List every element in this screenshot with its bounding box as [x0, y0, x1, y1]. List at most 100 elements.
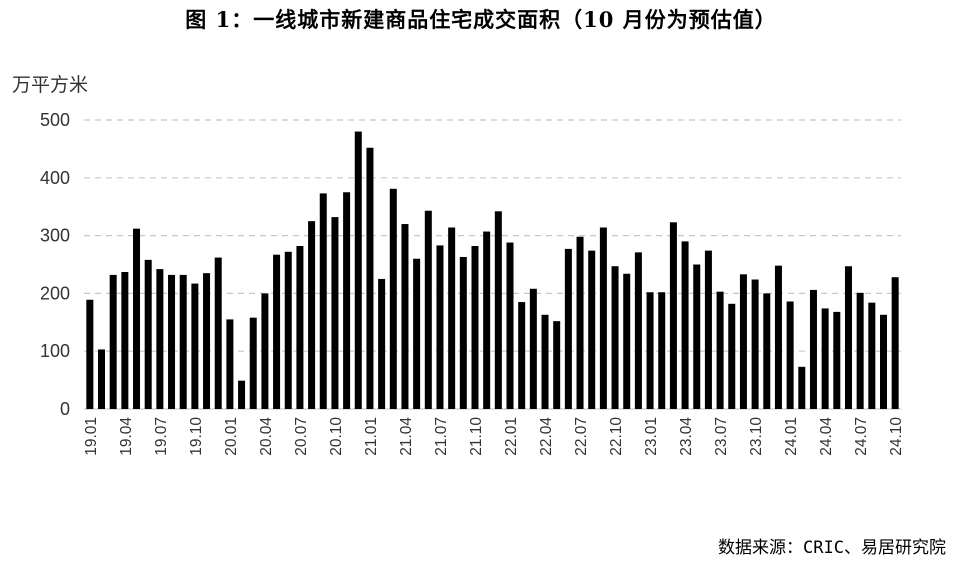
bar-21.12 — [494, 211, 502, 409]
bar-21.07 — [436, 245, 444, 409]
data-source-note: 数据来源：CRIC、易居研究院 — [718, 538, 946, 558]
x-tick-label: 24.01 — [783, 417, 800, 456]
bar-24.08 — [868, 302, 876, 409]
x-tick-label: 20.10 — [328, 417, 345, 456]
x-tick-labels: 19.01 19.04 19.07 19.10 20.01 20.04 20.07 20.10… — [83, 417, 905, 456]
y-tick-label: 300 — [40, 226, 70, 246]
bar-23.10 — [751, 279, 759, 409]
bar-20.04 — [261, 293, 269, 409]
bar-23.01 — [646, 292, 654, 409]
bar-21.11 — [483, 231, 491, 409]
bar-23.05 — [693, 264, 701, 409]
x-tick-label: 21.04 — [398, 417, 415, 456]
x-tick-label: 23.07 — [713, 417, 730, 456]
bar-20.03 — [249, 317, 257, 409]
x-tick-label: 19.01 — [83, 417, 100, 456]
bar-20.10 — [331, 217, 339, 409]
bar-20.11 — [343, 192, 351, 409]
bar-22.11 — [623, 273, 631, 409]
bar-19.08 — [168, 274, 176, 409]
bar-19.11 — [203, 273, 211, 409]
x-tick-label: 19.04 — [118, 417, 135, 456]
y-tick-labels: 0 100 200 300 400 500 — [40, 110, 70, 419]
x-tick-label: 22.07 — [573, 417, 590, 456]
bar-21.04 — [401, 224, 409, 409]
bar-23.08 — [728, 303, 736, 409]
y-tick-label: 100 — [40, 341, 70, 361]
bar-24.07 — [856, 292, 864, 409]
x-tick-label: 20.04 — [258, 417, 275, 456]
bar-24.04 — [821, 308, 829, 409]
bar-22.03 — [529, 288, 537, 409]
bar-22.05 — [553, 321, 561, 409]
bar-22.08 — [588, 250, 596, 409]
bar-21.05 — [413, 258, 421, 409]
bar-22.04 — [541, 314, 549, 409]
bar-24.02 — [798, 366, 806, 409]
x-tick-label: 20.01 — [223, 417, 240, 456]
bar-24.05 — [833, 311, 841, 409]
bar-19.07 — [156, 269, 164, 409]
bar-19.03 — [109, 274, 117, 409]
bar-22.01 — [506, 242, 514, 409]
x-tick-label: 22.10 — [608, 417, 625, 456]
bar-21.03 — [389, 188, 397, 409]
bar-24.10 — [891, 277, 899, 409]
bar-21.06 — [424, 210, 432, 409]
x-tick-label: 23.10 — [748, 417, 765, 456]
bar-23.12 — [774, 265, 782, 409]
bar-23.06 — [704, 250, 712, 409]
bar-19.02 — [98, 349, 106, 409]
bar-23.11 — [763, 293, 771, 409]
x-tick-label: 23.04 — [678, 417, 695, 456]
bar-20.08 — [308, 221, 316, 409]
bar-22.06 — [564, 248, 572, 409]
bar-23.07 — [716, 291, 724, 409]
bar-22.10 — [611, 266, 619, 409]
bar-20.02 — [238, 380, 246, 409]
y-axis-unit-label: 万平方米 — [12, 74, 89, 96]
bar-24.03 — [809, 289, 817, 409]
x-tick-label: 24.10 — [888, 417, 905, 456]
bar-20.12 — [354, 131, 362, 409]
x-tick-label: 22.04 — [538, 417, 555, 456]
x-tick-label: 21.10 — [468, 417, 485, 456]
bar-19.05 — [133, 228, 141, 409]
bar-24.09 — [879, 314, 887, 409]
y-tick-label: 500 — [40, 110, 70, 130]
x-tick-label: 21.01 — [363, 417, 380, 456]
x-tick-label: 24.07 — [853, 417, 870, 456]
bar-24.06 — [844, 266, 852, 409]
x-tick-label: 23.01 — [643, 417, 660, 456]
bar-19.09 — [179, 274, 187, 409]
bar-22.09 — [599, 227, 607, 409]
bar-20.09 — [319, 193, 327, 409]
bar-20.01 — [226, 319, 234, 409]
x-tick-label: 20.07 — [293, 417, 310, 456]
bar-19.04 — [121, 272, 129, 409]
bar-19.01 — [86, 299, 94, 409]
bar-21.08 — [448, 227, 456, 409]
bar-19.12 — [214, 257, 222, 409]
bar-22.07 — [576, 236, 584, 409]
bar-20.07 — [296, 246, 304, 409]
bars — [86, 131, 899, 409]
x-tick-label: 22.01 — [503, 417, 520, 456]
x-tick-label: 19.07 — [153, 417, 170, 456]
bar-23.02 — [658, 292, 666, 409]
chart-title: 图 1：一线城市新建商品住宅成交面积（10 月份为预估值） — [185, 7, 777, 32]
bar-21.01 — [366, 147, 374, 409]
bar-22.12 — [634, 252, 642, 409]
x-tick-label: 21.07 — [433, 417, 450, 456]
y-tick-label: 0 — [60, 399, 70, 419]
bar-22.02 — [518, 302, 526, 409]
bar-21.10 — [471, 246, 479, 409]
x-tick-label: 24.04 — [818, 417, 835, 456]
bar-23.03 — [669, 222, 677, 409]
bar-19.06 — [144, 259, 152, 409]
bar-20.06 — [284, 251, 292, 409]
bar-19.10 — [191, 283, 199, 409]
bar-23.09 — [739, 274, 747, 409]
bar-21.09 — [459, 256, 467, 409]
